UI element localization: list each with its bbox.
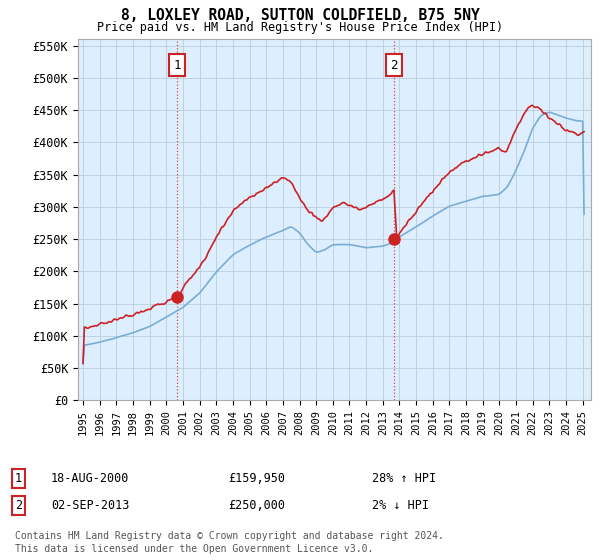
Text: 18-AUG-2000: 18-AUG-2000 [51,472,130,486]
Text: 1: 1 [173,58,181,72]
Text: 1: 1 [15,472,22,486]
Text: 02-SEP-2013: 02-SEP-2013 [51,498,130,512]
Text: £159,950: £159,950 [228,472,285,486]
Text: Price paid vs. HM Land Registry's House Price Index (HPI): Price paid vs. HM Land Registry's House … [97,21,503,34]
Text: 2: 2 [390,58,398,72]
Text: 8, LOXLEY ROAD, SUTTON COLDFIELD, B75 5NY: 8, LOXLEY ROAD, SUTTON COLDFIELD, B75 5N… [121,8,479,24]
Text: 28% ↑ HPI: 28% ↑ HPI [372,472,436,486]
Text: 2% ↓ HPI: 2% ↓ HPI [372,498,429,512]
Text: Contains HM Land Registry data © Crown copyright and database right 2024.: Contains HM Land Registry data © Crown c… [15,531,444,541]
Text: 2: 2 [15,498,22,512]
Text: £250,000: £250,000 [228,498,285,512]
Text: This data is licensed under the Open Government Licence v3.0.: This data is licensed under the Open Gov… [15,544,373,554]
